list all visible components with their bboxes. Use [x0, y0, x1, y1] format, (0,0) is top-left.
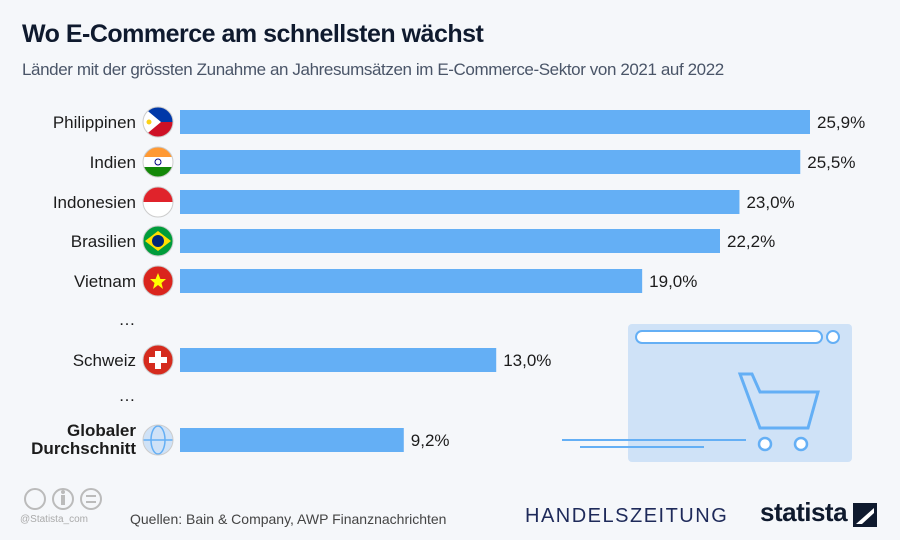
bar	[180, 229, 720, 253]
statista-logo-icon	[853, 503, 877, 527]
flag-indonesia-icon	[142, 186, 174, 218]
category-label: Schweiz	[73, 351, 136, 370]
category-label: Globaler Durchschnitt	[31, 421, 136, 458]
data-label: 25,5%	[807, 153, 855, 172]
bar	[180, 150, 801, 174]
data-label: 19,0%	[649, 272, 697, 291]
ellipsis-label: …	[119, 310, 136, 329]
bar	[180, 269, 643, 293]
handelszeitung-logo[interactable]: HANDELSZEITUNG	[525, 505, 729, 527]
bar	[180, 190, 740, 214]
cc-license-icons	[22, 487, 112, 518]
category-label: Indien	[90, 153, 136, 172]
flag-vietnam-icon	[142, 265, 174, 297]
data-label: 22,2%	[727, 232, 775, 251]
data-label: 23,0%	[746, 193, 794, 212]
data-label: 9,2%	[411, 431, 450, 450]
flag-india-icon	[142, 146, 174, 178]
chart-subtitle: Länder mit der grössten Zunahme an Jahre…	[22, 60, 724, 79]
statista-handle: @Statista_com	[20, 514, 88, 525]
category-label: Vietnam	[74, 272, 136, 291]
flag-switzerland-icon	[142, 344, 174, 376]
chart-title: Wo E-Commerce am schnellsten wächst	[22, 20, 484, 48]
flag-globe-icon	[142, 424, 174, 456]
source-text: Quellen: Bain & Company, AWP Finanznachr…	[130, 511, 447, 527]
category-label: Brasilien	[71, 232, 136, 251]
flag-philippines-icon	[142, 106, 174, 138]
bar	[180, 428, 404, 452]
bar	[180, 110, 810, 134]
flag-brazil-icon	[142, 225, 174, 257]
bar	[180, 348, 497, 372]
data-label: 25,9%	[817, 113, 865, 132]
ellipsis-label: …	[119, 386, 136, 405]
category-label: Indonesien	[53, 193, 136, 212]
data-label: 13,0%	[503, 351, 551, 370]
shopping-illustration	[562, 324, 852, 462]
category-label: Philippinen	[53, 113, 136, 132]
statista-logo[interactable]: statista	[760, 497, 848, 527]
